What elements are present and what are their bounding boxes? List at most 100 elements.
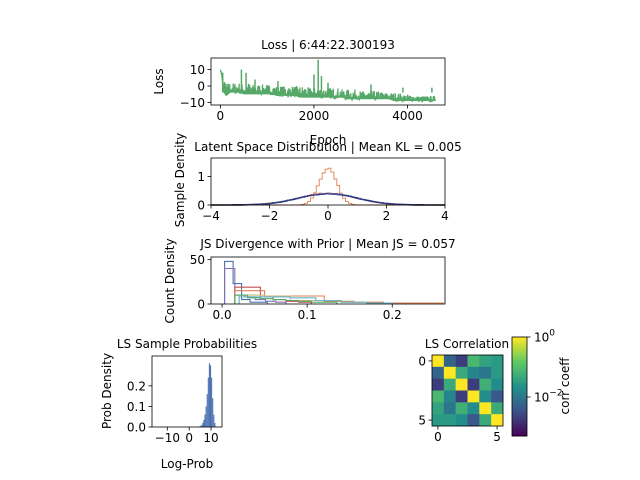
probs-xtick-label: 0 bbox=[185, 431, 193, 445]
probs-bar bbox=[207, 377, 209, 427]
colorbar-segment bbox=[512, 428, 527, 432]
loss-line bbox=[219, 69, 436, 104]
loss-ytick-label: 0 bbox=[197, 80, 205, 94]
probs-bar bbox=[214, 422, 216, 427]
corr-xtick-label: 0 bbox=[434, 430, 442, 444]
colorbar-segment bbox=[512, 379, 527, 382]
colorbar-segment bbox=[512, 411, 527, 415]
colorbar-segment bbox=[512, 406, 527, 410]
colorbar-segment bbox=[512, 354, 527, 358]
corr-cell bbox=[479, 366, 492, 379]
corr-colorbar bbox=[512, 337, 527, 437]
colorbar-segment bbox=[512, 433, 527, 437]
colorbar-segment bbox=[512, 431, 527, 434]
colorbar-segment bbox=[512, 384, 527, 387]
probs-bar bbox=[213, 414, 215, 427]
probs-bar bbox=[211, 377, 213, 427]
loss-ytick-label: −10 bbox=[180, 96, 205, 110]
corr-cell bbox=[467, 402, 480, 415]
probs-xlabel: Log-Prob bbox=[161, 457, 213, 471]
probs-bar bbox=[212, 398, 214, 427]
colorbar-segment bbox=[512, 403, 527, 407]
latent-ytick-label: 0 bbox=[197, 199, 205, 213]
latent-ytick-label: 1 bbox=[197, 170, 205, 184]
colorbar-segment bbox=[512, 386, 527, 390]
corr-cell bbox=[491, 414, 504, 427]
loss-xtick-label: 2000 bbox=[299, 109, 330, 123]
corr-cell bbox=[491, 355, 504, 368]
colorbar-segment bbox=[512, 361, 527, 365]
colorbar-segment bbox=[512, 356, 527, 360]
corr-cell bbox=[467, 366, 480, 379]
colorbar-tick-label: 100 bbox=[534, 329, 555, 345]
probs-bar bbox=[205, 406, 207, 427]
latent-xtick-label: −4 bbox=[202, 209, 220, 223]
probs-bar bbox=[201, 424, 203, 427]
corr-cell bbox=[432, 378, 445, 391]
colorbar-segment bbox=[512, 408, 527, 412]
colorbar-frame bbox=[511, 336, 528, 437]
corr-ticks: 0 505 bbox=[418, 354, 501, 444]
loss-plot-area bbox=[219, 59, 436, 104]
corr-cell bbox=[432, 390, 445, 403]
corr-heatmap bbox=[432, 355, 504, 427]
probs-ytick-label: 0.0 bbox=[127, 421, 146, 435]
js-ytick-label: 50 bbox=[190, 253, 205, 267]
corr-cell bbox=[443, 402, 456, 415]
colorbar-segment bbox=[512, 423, 527, 427]
probs-title: LS Sample Probabilities bbox=[117, 337, 257, 351]
js-ytick-label: 0 bbox=[197, 298, 205, 312]
colorbar-segment bbox=[512, 426, 527, 429]
corr-cell bbox=[432, 402, 445, 415]
colorbar-label: corr coeff bbox=[558, 357, 572, 415]
colorbar-segment bbox=[512, 398, 527, 402]
latent-xtick-label: 4 bbox=[441, 209, 449, 223]
js-hist-series-5 bbox=[238, 296, 393, 304]
colorbar-segment bbox=[512, 416, 527, 420]
js-hist-series-3 bbox=[234, 290, 444, 304]
colorbar-segment bbox=[512, 366, 527, 370]
colorbar-segment bbox=[512, 391, 527, 395]
corr-cell bbox=[491, 366, 504, 379]
probs-ticks: −10 0 10 0.0 0.1 0.2 bbox=[127, 379, 219, 445]
loss-ytick-label: 10 bbox=[190, 63, 205, 77]
latent-ylabel: Sample Density bbox=[173, 133, 187, 227]
probs-bar bbox=[209, 365, 212, 427]
loss-xtick-label: 4000 bbox=[392, 109, 423, 123]
corr-cell bbox=[479, 390, 492, 403]
probs-ytick-label: 0.2 bbox=[127, 379, 146, 393]
colorbar-segment bbox=[512, 369, 527, 373]
colorbar-segment bbox=[512, 339, 527, 343]
latent-hist-series-5 bbox=[222, 193, 434, 206]
probs-panel: LS Sample Probabilities −10 0 100.00.10.2 … bbox=[100, 337, 257, 471]
probs-ytick-label: 0.1 bbox=[127, 400, 146, 414]
corr-cell bbox=[455, 402, 468, 415]
probs-bar bbox=[204, 414, 206, 427]
corr-cell bbox=[479, 378, 492, 391]
latent-title: Latent Space Distribution | Mean KL = 0.… bbox=[194, 140, 461, 154]
latent-xtick-label: −2 bbox=[261, 209, 279, 223]
colorbar-segment bbox=[512, 349, 527, 353]
probs-bar bbox=[200, 425, 202, 427]
latent-xtick-label: 2 bbox=[383, 209, 391, 223]
probs-bar bbox=[208, 363, 210, 427]
colorbar-segment bbox=[512, 388, 527, 392]
js-xtick-label: 0.0 bbox=[213, 308, 232, 322]
corr-cell bbox=[443, 390, 456, 403]
loss-xtick-label: 0 bbox=[217, 109, 225, 123]
js-title: JS Divergence with Prior | Mean JS = 0.0… bbox=[199, 237, 455, 251]
loss-ylabel: Loss bbox=[152, 68, 166, 94]
latent-ticks: −4 −2 0 2 4 1 0 bbox=[197, 170, 448, 223]
probs-axes-frame bbox=[151, 355, 223, 428]
colorbar-segment bbox=[512, 364, 527, 368]
probs-bar bbox=[202, 422, 204, 427]
corr-cell bbox=[432, 414, 445, 427]
loss-axes-frame bbox=[210, 57, 446, 106]
corr-cell bbox=[443, 366, 456, 379]
corr-cell bbox=[479, 402, 492, 415]
probs-bar bbox=[203, 419, 205, 427]
corr-cell bbox=[443, 355, 456, 368]
js-xtick-label: 0.2 bbox=[383, 308, 402, 322]
